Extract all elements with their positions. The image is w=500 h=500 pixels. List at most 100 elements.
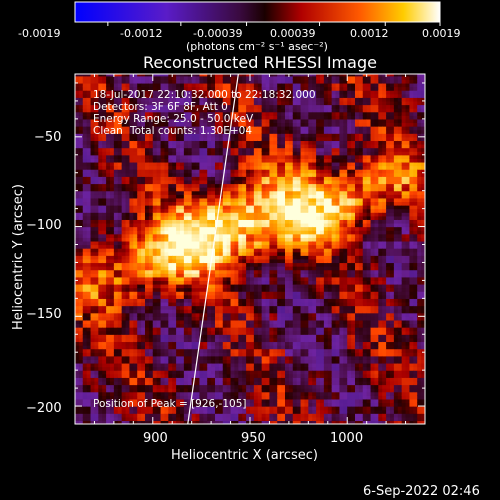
heatmap-cell — [160, 280, 166, 285]
heatmap-cell — [164, 190, 169, 195]
heatmap-cell — [141, 266, 146, 271]
heatmap-cell — [230, 158, 236, 163]
heatmap-cell — [238, 287, 243, 292]
heatmap-cell — [242, 341, 247, 346]
heatmap-cell — [203, 266, 208, 271]
heatmap-cell — [203, 233, 208, 238]
heatmap-cell — [234, 266, 239, 271]
heatmap-cell — [261, 233, 267, 238]
heatmap-cell — [195, 104, 201, 109]
heatmap-cell — [106, 406, 111, 411]
heatmap-cell — [78, 126, 84, 131]
heatmap-cell — [242, 287, 247, 292]
heatmap-cell — [75, 165, 80, 170]
heatmap-cell — [269, 154, 274, 159]
heatmap-cell — [75, 276, 80, 282]
heatmap-cell — [121, 176, 127, 181]
heatmap-cell — [234, 172, 239, 177]
heatmap-cell — [250, 215, 255, 220]
heatmap-cell — [98, 133, 103, 138]
heatmap-cell — [230, 222, 236, 228]
heatmap-cell — [257, 190, 263, 195]
heatmap-cell — [211, 398, 216, 404]
heatmap-cell — [90, 136, 96, 142]
heatmap-cell — [125, 205, 131, 210]
heatmap-cell — [215, 312, 220, 317]
heatmap-cell — [117, 179, 123, 185]
heatmap-cell — [156, 201, 162, 206]
heatmap-cell — [203, 373, 208, 378]
heatmap-cell — [106, 187, 111, 192]
heatmap-cell — [253, 273, 259, 278]
heatmap-cell — [141, 284, 146, 289]
heatmap-cell — [246, 215, 251, 220]
heatmap-cell — [172, 352, 177, 357]
heatmap-cell — [148, 373, 154, 378]
heatmap-cell — [117, 230, 123, 235]
heatmap-cell — [250, 262, 255, 267]
heatmap-cell — [187, 201, 193, 206]
heatmap-cell — [211, 165, 216, 170]
heatmap-cell — [141, 158, 146, 163]
heatmap-cell — [230, 420, 236, 424]
heatmap-cell — [172, 208, 177, 213]
heatmap-cell — [106, 179, 111, 185]
heatmap-cell — [113, 409, 119, 414]
heatmap-cell — [152, 291, 158, 296]
heatmap-cell — [246, 205, 251, 210]
heatmap-cell — [75, 420, 80, 424]
heatmap-cell — [234, 291, 239, 296]
heatmap-cell — [145, 183, 150, 188]
heatmap-cell — [94, 205, 99, 210]
heatmap-cell — [164, 262, 169, 267]
heatmap-cell — [148, 327, 154, 332]
heatmap-cell — [137, 416, 142, 422]
heatmap-cell — [187, 298, 193, 303]
heatmap-cell — [133, 273, 138, 278]
heatmap-cell — [121, 327, 127, 332]
heatmap-cell — [86, 330, 92, 335]
heatmap-cell — [106, 158, 111, 163]
heatmap-cell — [250, 316, 255, 321]
heatmap-cell — [141, 176, 146, 181]
heatmap-cell — [226, 219, 232, 224]
heatmap-cell — [203, 111, 208, 116]
heatmap-cell — [137, 316, 142, 321]
heatmap-cell — [129, 395, 134, 400]
heatmap-cell — [183, 219, 189, 224]
heatmap-cell — [183, 345, 189, 350]
heatmap-cell — [250, 330, 255, 335]
heatmap-cell — [78, 384, 84, 389]
heatmap-cell — [129, 355, 134, 360]
heatmap-cell — [207, 251, 212, 256]
heatmap-cell — [242, 219, 247, 224]
heatmap-cell — [257, 82, 263, 88]
heatmap-cell — [195, 118, 201, 124]
heatmap-cell — [203, 244, 208, 249]
heatmap-cell — [117, 373, 123, 378]
heatmap-cell — [145, 341, 150, 346]
heatmap-cell — [238, 233, 243, 238]
heatmap-cell — [203, 172, 208, 177]
heatmap-cell — [148, 255, 154, 260]
heatmap-cell — [207, 384, 212, 389]
heatmap-cell — [164, 197, 169, 203]
heatmap-cell — [211, 215, 216, 220]
heatmap-cell — [191, 115, 197, 120]
heatmap-cell — [246, 111, 251, 116]
heatmap-cell — [121, 226, 127, 231]
heatmap-cell — [265, 319, 271, 325]
heatmap-cell — [117, 205, 123, 210]
heatmap-cell — [145, 251, 150, 256]
heatmap-cell — [211, 337, 216, 343]
heatmap-cell — [102, 93, 107, 98]
heatmap-cell — [141, 219, 146, 224]
heatmap-cell — [152, 201, 158, 206]
heatmap-cell — [168, 406, 173, 411]
heatmap-cell — [187, 370, 193, 375]
heatmap-cell — [78, 226, 84, 231]
heatmap-cell — [156, 377, 162, 382]
heatmap-cell — [253, 305, 259, 310]
heatmap-cell — [253, 352, 259, 357]
heatmap-cell — [211, 187, 216, 192]
